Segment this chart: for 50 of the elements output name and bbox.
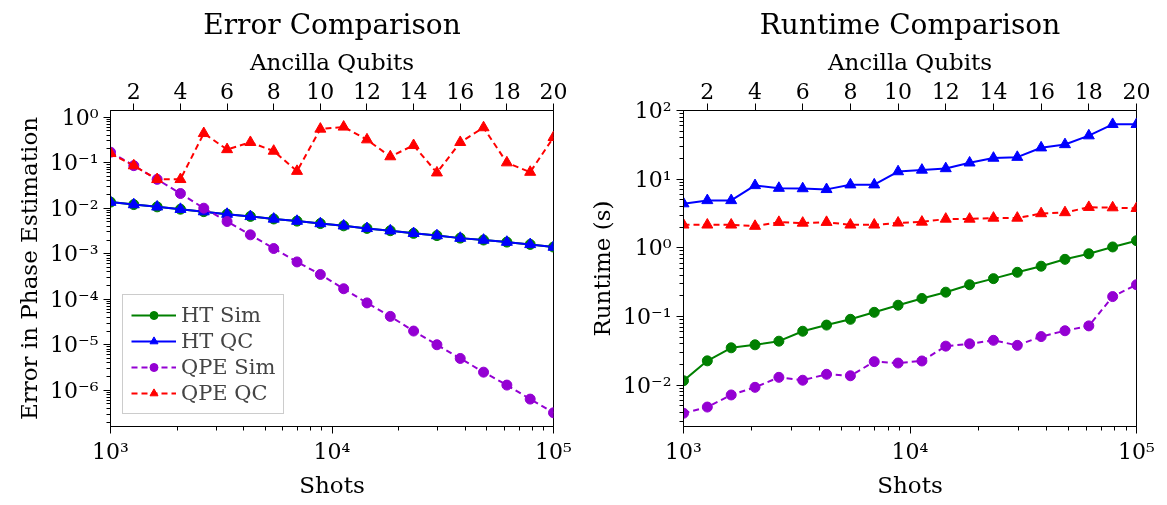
legend-label: HT Sim <box>181 303 262 327</box>
y-tick-label: 10⁻³ <box>50 241 99 267</box>
x2-tick-label: 14 <box>979 78 1008 104</box>
x2-tick-label: 2 <box>700 78 715 104</box>
y-tick-label: 10⁻² <box>50 195 99 221</box>
y-tick-label: 10¹ <box>634 166 672 192</box>
legend-label: QPE QC <box>181 381 268 405</box>
x2-tick-label: 16 <box>1027 78 1056 104</box>
x2-tick-label: 8 <box>266 78 281 104</box>
y-tick-label: 10⁰ <box>61 104 99 130</box>
x-tick-label: 10⁴ <box>313 438 351 464</box>
y-tick-label: 10² <box>634 98 672 123</box>
x2-tick-label: 20 <box>539 78 568 104</box>
x-tick-label: 10³ <box>92 438 129 464</box>
y-tick-label: 10⁻⁴ <box>50 286 99 312</box>
x2-axis-title: Ancilla Qubits <box>248 48 415 75</box>
x-tick-label: 10³ <box>665 438 702 464</box>
x2-tick-label: 6 <box>795 78 810 104</box>
x2-tick-label: 10 <box>306 78 335 104</box>
y-axis-title: Error in Phase Estimation <box>16 116 43 421</box>
x2-tick-label: 10 <box>884 78 913 104</box>
legend-label: QPE Sim <box>181 355 276 379</box>
y-tick-label: 10⁻⁶ <box>50 377 99 403</box>
x-axis-title: Shots <box>299 471 365 498</box>
x2-tick-label: 18 <box>492 78 521 104</box>
x2-tick-label: 12 <box>931 78 960 104</box>
y-tick-label: 10⁻² <box>623 372 672 398</box>
x2-tick-label: 18 <box>1074 78 1103 104</box>
x2-tick-label: 2 <box>126 78 141 104</box>
legend-label: HT QC <box>181 329 254 353</box>
x2-tick-label: 8 <box>843 78 858 104</box>
y-tick-label: 10⁻¹ <box>623 303 672 329</box>
x-tick-label: 10⁵ <box>1118 438 1155 464</box>
y-tick-label: 10⁻⁵ <box>50 332 99 358</box>
x-tick-label: 10⁵ <box>535 438 572 464</box>
x-tick-label: 10⁴ <box>891 438 929 464</box>
x2-tick-label: 16 <box>446 78 475 104</box>
y-tick-label: 10⁰ <box>634 235 672 261</box>
x2-tick-label: 12 <box>352 78 381 104</box>
x2-tick-label: 20 <box>1122 78 1151 104</box>
y-tick-label: 10⁻¹ <box>50 150 99 176</box>
x2-tick-label: 14 <box>399 78 428 104</box>
chart-title: Runtime Comparison <box>759 7 1061 41</box>
chart-title: Error Comparison <box>203 7 461 41</box>
x2-tick-label: 4 <box>748 78 763 104</box>
y-axis-title: Runtime (s) <box>589 200 616 337</box>
x2-tick-label: 4 <box>173 78 188 104</box>
x2-axis-title: Ancilla Qubits <box>826 48 993 75</box>
x2-tick-label: 6 <box>220 78 235 104</box>
x-axis-title: Shots <box>877 471 943 498</box>
